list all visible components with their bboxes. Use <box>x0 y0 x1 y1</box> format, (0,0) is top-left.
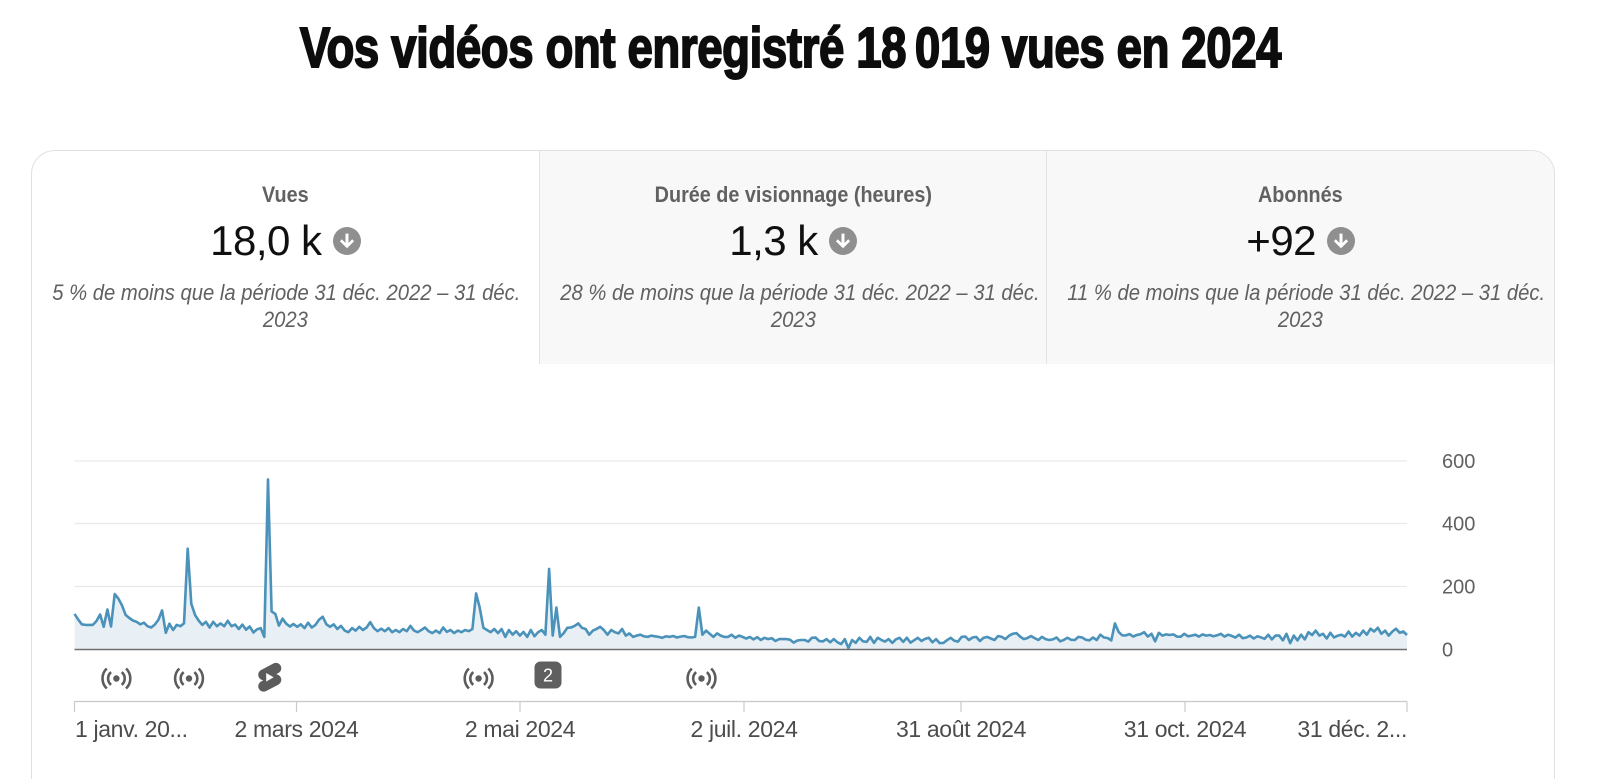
svg-text:600: 600 <box>1442 451 1475 473</box>
svg-text:2 mars 2024: 2 mars 2024 <box>235 716 360 742</box>
svg-text:400: 400 <box>1442 514 1475 536</box>
svg-text:31 déc. 2...: 31 déc. 2... <box>1297 716 1407 742</box>
svg-text:2: 2 <box>543 666 553 686</box>
svg-text:200: 200 <box>1442 577 1475 599</box>
svg-text:0: 0 <box>1442 640 1453 662</box>
svg-text:31 oct. 2024: 31 oct. 2024 <box>1124 716 1247 742</box>
svg-text:2 juil. 2024: 2 juil. 2024 <box>690 716 798 742</box>
svg-text:2 mai 2024: 2 mai 2024 <box>465 716 576 742</box>
svg-text:1 janv. 20...: 1 janv. 20... <box>75 716 188 742</box>
svg-text:31 août 2024: 31 août 2024 <box>896 716 1027 742</box>
